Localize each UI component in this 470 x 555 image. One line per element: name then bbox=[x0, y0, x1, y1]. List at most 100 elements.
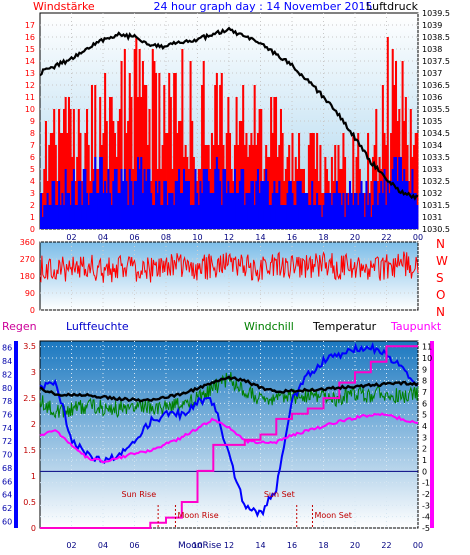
wind-gust-bar bbox=[191, 205, 194, 229]
wind-gust-bar bbox=[347, 205, 350, 229]
wind-speed-bar bbox=[118, 109, 121, 229]
wind-gust-bar bbox=[224, 169, 227, 229]
wind-gust-bar bbox=[276, 193, 279, 229]
wind-gust-bar bbox=[176, 181, 179, 229]
wind-speed-bar bbox=[243, 145, 246, 229]
pressure-axis-title: Luftdruck bbox=[366, 0, 418, 13]
wind-x-tick-label: 10 bbox=[192, 233, 202, 242]
wind-gust-bar bbox=[263, 181, 266, 229]
wind-speed-bar bbox=[104, 73, 107, 229]
wind-gust-bar bbox=[155, 181, 158, 229]
wind-speed-bar bbox=[132, 169, 135, 229]
pressure-tick-label: 1033.5 bbox=[422, 153, 450, 162]
wind-speed-bar bbox=[404, 97, 407, 229]
temperature-x-tick-label: 00 bbox=[413, 541, 423, 550]
compass-label: W bbox=[436, 254, 448, 268]
wind-gust-bar bbox=[404, 181, 407, 229]
temperature-x-tick-label: 10 bbox=[192, 541, 202, 550]
wind-gust-bar bbox=[324, 193, 327, 229]
wind-speed-bar bbox=[281, 133, 284, 229]
wind-speed-bar bbox=[386, 37, 389, 229]
temperature-tick-label: 10 bbox=[422, 354, 432, 363]
wind-gust-bar bbox=[130, 181, 133, 229]
wind-speed-bar bbox=[201, 85, 204, 229]
wind-gust-bar bbox=[355, 193, 358, 229]
wind-x-tick-label: 22 bbox=[381, 233, 391, 242]
wind-gust-bar bbox=[173, 205, 176, 229]
wind-gust-bar bbox=[353, 193, 356, 229]
wind-speed-bar bbox=[367, 133, 370, 229]
wind-gust-bar bbox=[166, 205, 169, 229]
wind-gust-bar bbox=[413, 193, 416, 229]
wind-speed-bar bbox=[258, 109, 261, 229]
wind-gust-bar bbox=[89, 193, 92, 229]
wind-gust-bar bbox=[196, 193, 199, 229]
wind-speed-bar bbox=[273, 97, 276, 229]
wind-gust-bar bbox=[178, 169, 181, 229]
dewpoint-line bbox=[39, 412, 419, 464]
wind-tick-label: 1 bbox=[30, 213, 35, 222]
wind-speed-bar bbox=[237, 145, 240, 229]
wind-gust-bar bbox=[242, 169, 245, 229]
wind-gust-bar bbox=[240, 169, 243, 229]
wind-gust-bar bbox=[302, 193, 305, 229]
wind-gust-bar bbox=[186, 181, 189, 229]
wind-speed-bar bbox=[225, 133, 228, 229]
wind-x-tick-label: 04 bbox=[98, 233, 108, 242]
wind-speed-bar bbox=[161, 145, 164, 229]
wind-speed-bar bbox=[105, 121, 108, 229]
direction-tick-label: 90 bbox=[25, 289, 35, 298]
wind-speed-bar bbox=[67, 97, 70, 229]
wind-speed-bar bbox=[235, 97, 238, 229]
wind-speed-bar bbox=[158, 73, 161, 229]
wind-gust-bar bbox=[271, 193, 274, 229]
wind-gust-bar bbox=[219, 181, 222, 229]
wind-gust-bar bbox=[43, 205, 46, 229]
humidity-tick-label: 80 bbox=[2, 384, 12, 393]
wind-gust-bar bbox=[334, 193, 337, 229]
compass-label: N bbox=[436, 237, 445, 251]
wind-speed-bar bbox=[77, 109, 80, 229]
wind-gust-bar bbox=[201, 193, 204, 229]
wind-gust-bar bbox=[344, 217, 347, 229]
wind-gust-bar bbox=[370, 217, 373, 229]
series-labels: Regen Luftfeuchte Windchill Temperatur T… bbox=[2, 320, 442, 333]
rain-tick-label: 2.5 bbox=[23, 394, 36, 403]
wind-gust-bar bbox=[82, 169, 85, 229]
wind-speed-bar bbox=[212, 145, 215, 229]
wind-speed-bar bbox=[66, 133, 69, 229]
wind-speed-bar bbox=[312, 133, 315, 229]
pressure-tick-label: 1032 bbox=[422, 189, 442, 198]
temperature-x-tick-label: 18 bbox=[318, 541, 328, 550]
wind-speed-bar bbox=[414, 133, 417, 229]
wind-gust-bar bbox=[145, 181, 148, 229]
astro-label: Sun Set bbox=[264, 490, 295, 499]
wind-gust-bar bbox=[205, 169, 209, 229]
wind-speed-bar bbox=[214, 85, 217, 229]
wind-speed-bar bbox=[155, 73, 158, 229]
wind-speed-bar bbox=[413, 145, 416, 229]
wind-gust-bar bbox=[414, 193, 417, 229]
wind-gust-bar bbox=[127, 205, 130, 229]
temperature-x-tick-label: 22 bbox=[381, 541, 391, 550]
wind-speed-bar bbox=[181, 49, 184, 229]
wind-gust-bar bbox=[393, 157, 396, 229]
wind-gust-bar bbox=[237, 193, 240, 229]
wind-gust-bar bbox=[360, 181, 363, 229]
wind-speed-bar bbox=[330, 157, 333, 229]
wind-speed-bar bbox=[227, 97, 230, 229]
temperature-tick-label: 9 bbox=[422, 365, 427, 374]
wind-gust-bar bbox=[49, 205, 52, 229]
wind-gust-bar bbox=[381, 193, 384, 229]
astro-label: Moon Set bbox=[314, 511, 351, 520]
wind-gust-bar bbox=[66, 193, 69, 229]
wind-gust-bar bbox=[122, 181, 125, 229]
wind-gust-bar bbox=[283, 205, 286, 229]
wind-gust-bar bbox=[143, 169, 146, 229]
wind-gust-bar bbox=[299, 181, 302, 229]
wind-speed-bar bbox=[202, 61, 205, 229]
wind-gust-bar bbox=[40, 193, 43, 229]
rain-tick-label: 1 bbox=[31, 472, 36, 481]
